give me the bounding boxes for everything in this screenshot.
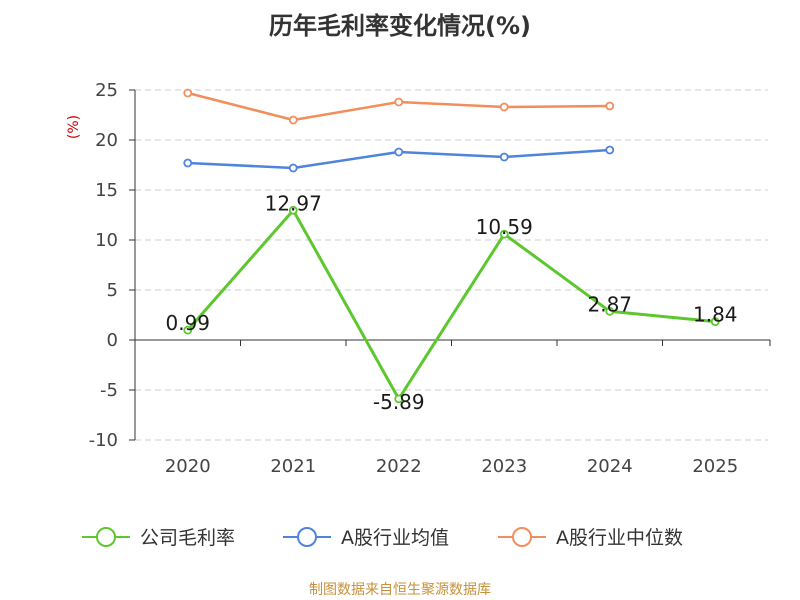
y-tick-label: 20 — [95, 130, 118, 151]
data-point — [183, 158, 193, 168]
y-tick-label: -10 — [89, 430, 118, 451]
x-tick-label: 2023 — [481, 456, 527, 477]
x-tick-label: 2022 — [376, 456, 422, 477]
series-line — [186, 208, 716, 401]
data-label: 0.99 — [165, 311, 210, 335]
data-point — [499, 102, 509, 112]
y-tick-label: -5 — [100, 380, 118, 401]
data-point — [183, 325, 193, 335]
data-point — [499, 152, 509, 162]
data-point — [605, 145, 615, 155]
legend-marker — [512, 527, 532, 547]
y-tick-label: 5 — [107, 280, 118, 301]
data-point — [605, 306, 615, 316]
source-note: 制图数据来自恒生聚源数据库 — [309, 582, 491, 598]
y-tick-label: 15 — [95, 180, 118, 201]
y-tick-label: 0 — [107, 330, 118, 351]
data-point — [288, 205, 298, 215]
y-axis-label: (%) — [66, 115, 82, 139]
legend-label: 公司毛利率 — [140, 527, 235, 549]
data-label: 1.84 — [693, 303, 738, 327]
data-point — [394, 97, 404, 107]
data-point — [183, 88, 193, 98]
x-tick-label: 2025 — [692, 456, 738, 477]
data-point — [288, 163, 298, 173]
legend-marker — [297, 527, 317, 547]
legend-label: A股行业中位数 — [556, 527, 683, 549]
data-point — [605, 101, 615, 111]
y-tick-label: 10 — [95, 230, 118, 251]
data-label: 2.87 — [587, 292, 632, 316]
legend-label: A股行业均值 — [341, 527, 449, 549]
data-label: 12.97 — [265, 191, 322, 215]
legend-marker — [96, 527, 116, 547]
data-point — [499, 229, 509, 239]
data-point — [288, 115, 298, 125]
x-tick-label: 2024 — [587, 456, 633, 477]
data-point — [394, 394, 404, 404]
data-label: -5.89 — [373, 390, 425, 414]
data-point — [710, 317, 720, 327]
series-line — [187, 91, 610, 122]
chart-title: 历年毛利率变化情况(%) — [269, 12, 531, 40]
x-tick-label: 2020 — [165, 456, 211, 477]
data-label: 10.59 — [476, 215, 533, 239]
x-tick-label: 2021 — [270, 456, 316, 477]
data-point — [394, 147, 404, 157]
y-tick-label: 25 — [95, 80, 118, 101]
